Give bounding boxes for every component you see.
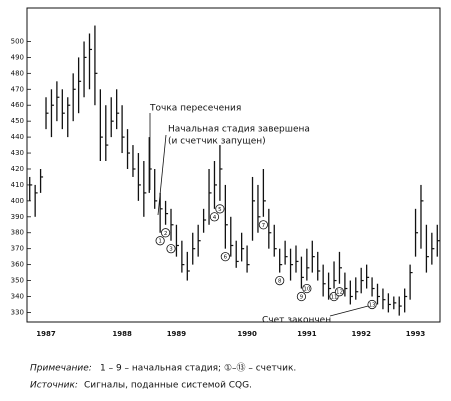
note-text: Сигналы, поданные системой CQG. bbox=[84, 381, 252, 391]
annotation: Точка пересечения bbox=[149, 104, 241, 114]
annotation-pointer bbox=[329, 304, 373, 317]
count-circle bbox=[166, 244, 176, 254]
y-tick-label: 490 bbox=[11, 53, 24, 61]
count-circle bbox=[296, 291, 307, 302]
x-tick-label: 1988 bbox=[112, 330, 132, 338]
annotation: Начальная стадия завершена bbox=[168, 125, 310, 135]
y-tick-label: 480 bbox=[11, 69, 24, 77]
count-circle bbox=[275, 275, 285, 286]
count-circle bbox=[220, 252, 230, 262]
y-tick-label: 440 bbox=[11, 133, 24, 141]
y-tick-label: 410 bbox=[11, 181, 24, 189]
count-circle bbox=[160, 228, 171, 238]
count-label: 1 bbox=[158, 239, 162, 245]
count-circle bbox=[258, 220, 268, 230]
x-tick-label: 1991 bbox=[297, 330, 317, 338]
y-tick-label: 420 bbox=[11, 165, 24, 173]
count-label: 11 bbox=[331, 295, 338, 301]
count-circle bbox=[209, 212, 220, 222]
count-label: 13 bbox=[369, 302, 376, 308]
count-circle bbox=[367, 299, 377, 310]
y-tick-label: 460 bbox=[11, 101, 24, 109]
note-label: Примечание: bbox=[30, 364, 92, 374]
x-tick-label: 1993 bbox=[406, 330, 426, 338]
count-label: 4 bbox=[213, 215, 217, 221]
y-tick-label: 360 bbox=[11, 261, 24, 269]
x-tick-label: 1990 bbox=[237, 330, 257, 338]
count-label: 5 bbox=[218, 207, 222, 213]
y-tick-label: 330 bbox=[11, 308, 24, 316]
count-label: 3 bbox=[169, 247, 173, 253]
note-label: Источник: bbox=[30, 381, 78, 391]
count-circle bbox=[302, 283, 312, 294]
plot-frame bbox=[26, 7, 441, 323]
y-tick-label: 400 bbox=[11, 197, 24, 205]
y-tick-label: 350 bbox=[11, 277, 24, 285]
count-label: 8 bbox=[278, 279, 282, 285]
x-tick-label: 1987 bbox=[36, 330, 56, 338]
count-circle bbox=[215, 204, 225, 214]
count-label: 7 bbox=[262, 223, 266, 229]
y-tick-label: 430 bbox=[11, 149, 24, 157]
count-label: 9 bbox=[300, 295, 304, 301]
count-circle bbox=[155, 236, 165, 246]
x-tick-label: 1989 bbox=[167, 330, 187, 338]
x-tick-label: 1992 bbox=[351, 330, 371, 338]
y-tick-label: 340 bbox=[11, 292, 24, 300]
y-tick-label: 450 bbox=[11, 117, 24, 125]
y-tick-label: 380 bbox=[11, 229, 24, 237]
annotation: Счет закончен bbox=[262, 316, 331, 326]
y-tick-label: 470 bbox=[11, 85, 24, 93]
y-tick-label: 370 bbox=[11, 245, 24, 253]
count-label: 12 bbox=[336, 290, 343, 296]
count-label: 10 bbox=[303, 287, 310, 293]
y-tick-label: 390 bbox=[11, 213, 24, 221]
note-text: 1 – 9 – начальная стадия; ①–⑬ – счетчик. bbox=[100, 363, 296, 374]
annotation-pointer bbox=[157, 134, 167, 216]
y-tick-label: 500 bbox=[11, 37, 24, 45]
annotation: (и счетчик запущен) bbox=[168, 137, 266, 147]
count-circle bbox=[334, 287, 345, 297]
count-label: 6 bbox=[224, 255, 228, 261]
count-label: 2 bbox=[164, 231, 168, 237]
